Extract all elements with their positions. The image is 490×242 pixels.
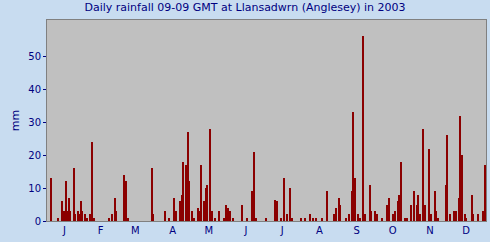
svg-text:A: A (169, 225, 176, 236)
svg-text:D: D (462, 225, 470, 236)
svg-text:J: J (244, 225, 248, 236)
svg-text:mm: mm (9, 110, 22, 131)
svg-text:10: 10 (28, 183, 41, 194)
svg-text:O: O (389, 225, 397, 236)
svg-text:M: M (204, 225, 213, 236)
svg-text:20: 20 (28, 150, 41, 161)
svg-text:40: 40 (28, 84, 41, 95)
svg-text:M: M (131, 225, 140, 236)
svg-text:Daily rainfall 09-09 GMT at Ll: Daily rainfall 09-09 GMT at Llansadwrn (… (84, 1, 405, 14)
svg-text:J: J (280, 225, 284, 236)
svg-text:S: S (354, 225, 360, 236)
svg-text:N: N (426, 225, 433, 236)
svg-text:30: 30 (28, 117, 41, 128)
svg-text:A: A (316, 225, 323, 236)
svg-text:0: 0 (35, 216, 41, 227)
svg-text:50: 50 (28, 51, 41, 62)
svg-text:F: F (98, 225, 104, 236)
svg-text:J: J (62, 225, 66, 236)
